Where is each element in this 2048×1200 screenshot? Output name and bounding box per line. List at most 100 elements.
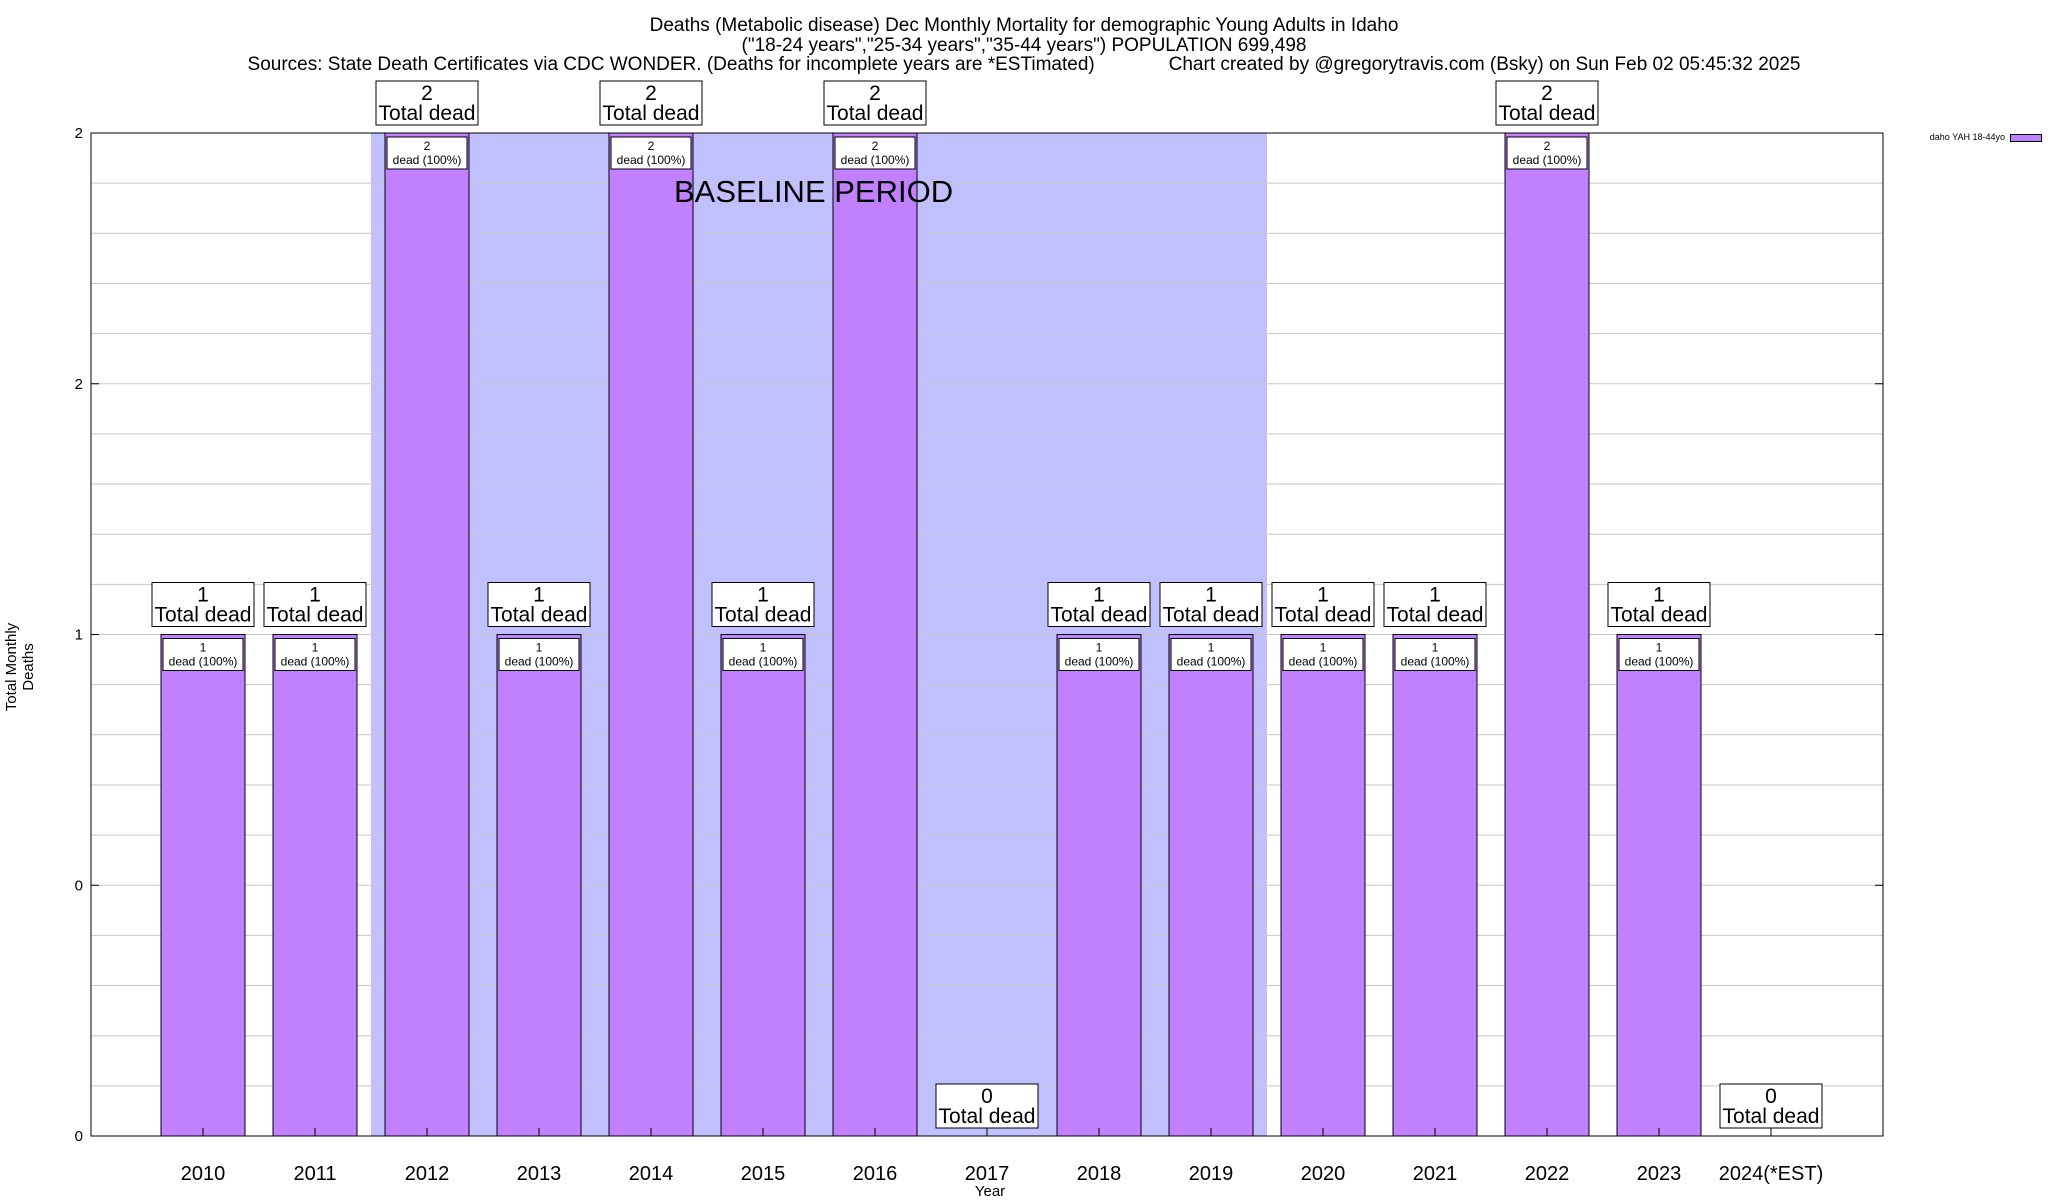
- total-label-count: 1: [197, 584, 209, 607]
- bar-label-percent: dead (100%): [281, 655, 350, 669]
- x-tick-label: 2018: [1077, 1163, 1122, 1185]
- x-tick-label: 2015: [741, 1163, 786, 1185]
- x-tick-label: 2019: [1189, 1163, 1234, 1185]
- bar: [1616, 634, 1702, 1137]
- bar-label-percent: dead (100%): [1177, 655, 1246, 669]
- legend-label: daho YAH 18-44yo: [1929, 132, 2005, 142]
- bar: [720, 634, 806, 1137]
- bar-label-box: [722, 638, 804, 671]
- bar: [384, 132, 470, 1137]
- total-label-text: Total dead: [155, 604, 252, 627]
- bar-label-count: 1: [1208, 641, 1215, 655]
- total-label-count: 1: [757, 584, 769, 607]
- total-label-count: 0: [981, 1085, 993, 1108]
- bar-label-count: 2: [424, 139, 431, 153]
- bar-label-percent: dead (100%): [729, 655, 798, 669]
- y-tick-label: 2: [75, 376, 83, 393]
- bar-label-box: [386, 136, 468, 170]
- bar: [1056, 634, 1142, 1137]
- bar-label-count: 1: [1656, 641, 1663, 655]
- bar-label-percent: dead (100%): [617, 153, 686, 167]
- total-label-text: Total dead: [1051, 604, 1148, 627]
- total-label-count: 2: [869, 82, 881, 105]
- total-label-text: Total dead: [1611, 604, 1708, 627]
- bar-label-percent: dead (100%): [1065, 655, 1134, 669]
- total-label-box: [1719, 1083, 1823, 1129]
- total-label-box: [1047, 582, 1151, 627]
- bar: [608, 132, 694, 1137]
- x-tick-label: 2012: [405, 1163, 450, 1185]
- total-label-box: [935, 1083, 1039, 1129]
- bar: [272, 634, 358, 1137]
- baseline-period-label: BASELINE PERIOD: [674, 174, 954, 209]
- bar: [1280, 634, 1366, 1137]
- bar: [1168, 634, 1254, 1137]
- bar-label-box: [834, 136, 916, 170]
- bar-label-count: 2: [1544, 139, 1551, 153]
- bar-label-percent: dead (100%): [1513, 153, 1582, 167]
- total-label-box: [263, 582, 367, 627]
- total-label-text: Total dead: [1387, 604, 1484, 627]
- total-label-box: [823, 80, 927, 126]
- bar-label-box: [1170, 638, 1252, 671]
- bar-label-box: [498, 638, 580, 671]
- bar: [1504, 132, 1590, 1137]
- total-label-count: 1: [1429, 584, 1441, 607]
- total-label-text: Total dead: [603, 102, 700, 125]
- bar-label-box: [1058, 638, 1140, 671]
- total-label-count: 1: [533, 584, 545, 607]
- x-tick-label: 2020: [1301, 1163, 1346, 1185]
- total-label-text: Total dead: [715, 604, 812, 627]
- total-label-count: 2: [645, 82, 657, 105]
- x-tick-label: 2013: [517, 1163, 562, 1185]
- total-label-text: Total dead: [939, 1105, 1036, 1128]
- bar-label-count: 2: [648, 139, 655, 153]
- axis-layer: 2010 2011 2012 2013 2014 2015 2016 2017 2018 2019…: [75, 125, 1884, 1185]
- total-label-box: [487, 582, 591, 627]
- total-label-count: 1: [1317, 584, 1329, 607]
- bar-label-percent: dead (100%): [1401, 655, 1470, 669]
- x-tick-label: 2021: [1413, 1163, 1458, 1185]
- x-tick-label: 2014: [629, 1163, 674, 1185]
- bar: [496, 634, 582, 1137]
- bar-label-count: 2: [872, 139, 879, 153]
- x-tick-label: 2017: [965, 1163, 1010, 1185]
- total-label-text: Total dead: [379, 102, 476, 125]
- x-tick-label: 2016: [853, 1163, 898, 1185]
- total-label-count: 0: [1765, 1085, 1777, 1108]
- total-label-count: 1: [1653, 584, 1665, 607]
- x-tick-label: 2010: [181, 1163, 226, 1185]
- bar-label-count: 1: [1096, 641, 1103, 655]
- total-label-text: Total dead: [1723, 1105, 1820, 1128]
- bar-label-count: 1: [1432, 641, 1439, 655]
- total-label-box: [1271, 582, 1375, 627]
- bar-label-count: 1: [312, 641, 319, 655]
- chart-source-line: Sources: State Death Certificates via CD…: [247, 54, 1801, 75]
- total-label-box: [1495, 80, 1599, 126]
- total-label-box: [711, 582, 815, 627]
- bar-label-box: [1506, 136, 1588, 170]
- y-tick-label: 2: [75, 125, 83, 142]
- total-label-text: Total dead: [1499, 102, 1596, 125]
- bar-label-percent: dead (100%): [169, 655, 238, 669]
- total-label-count: 2: [1541, 82, 1553, 105]
- bar-label-percent: dead (100%): [841, 153, 910, 167]
- total-label-text: Total dead: [827, 102, 924, 125]
- total-label-text: Total dead: [1275, 604, 1372, 627]
- total-label-text: Total dead: [267, 604, 364, 627]
- bar-label-count: 1: [760, 641, 767, 655]
- x-tick-label: 2023: [1637, 1163, 1682, 1185]
- total-label-box: [151, 582, 255, 627]
- bar-label-box: [1394, 638, 1476, 671]
- total-label-count: 1: [1205, 584, 1217, 607]
- total-label-count: 2: [421, 82, 433, 105]
- bar-label-percent: dead (100%): [393, 153, 462, 167]
- total-label-box: [1159, 582, 1263, 627]
- total-label-text: Total dead: [1163, 604, 1260, 627]
- bar-label-box: [610, 136, 692, 170]
- bar-label-box: [1618, 638, 1700, 671]
- total-label-box: [1607, 582, 1711, 627]
- legend-swatch: [2010, 134, 2042, 142]
